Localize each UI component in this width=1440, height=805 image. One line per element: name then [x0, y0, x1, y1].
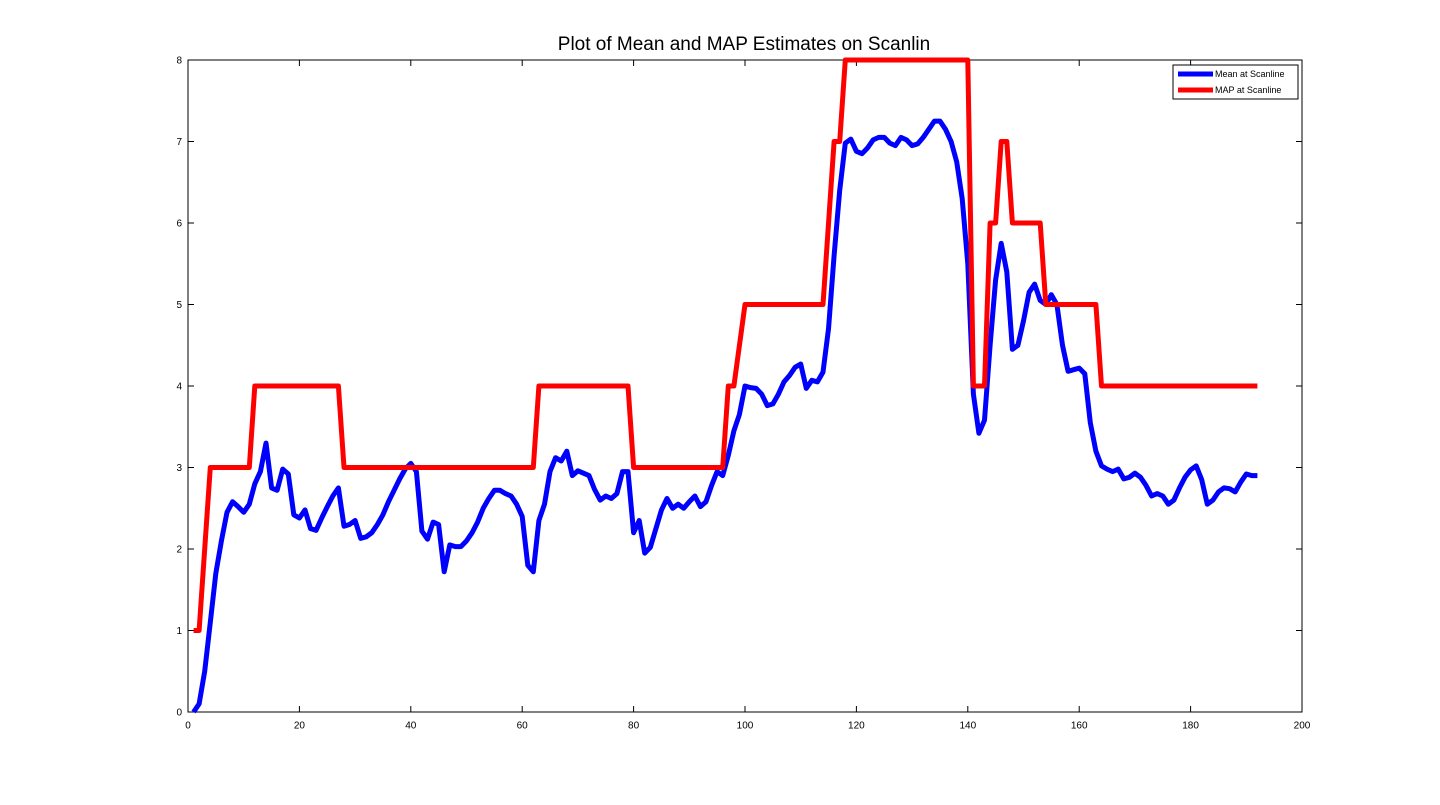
- x-tick-label: 100: [737, 720, 754, 731]
- y-tick-label: 4: [176, 382, 182, 393]
- legend-label-mean-at-scanline: Mean at Scanline: [1215, 69, 1285, 79]
- legend: Mean at Scanline MAP at Scanline: [1172, 64, 1299, 100]
- x-tick-label: 200: [1294, 720, 1311, 731]
- x-tick-label: 180: [1182, 720, 1199, 731]
- x-tick-label: 140: [959, 720, 976, 731]
- series-line-mean-at-scanline: [191, 118, 1258, 714]
- y-tick-label: 1: [176, 626, 182, 637]
- series-lines: [191, 57, 1258, 714]
- x-tick-label: 20: [294, 720, 306, 731]
- x-tick-label: 60: [517, 720, 529, 731]
- y-tick-label: 2: [176, 545, 182, 556]
- y-tick-label: 8: [176, 56, 182, 67]
- axes: 0 20 40 60 80 100 120 140 160 180 200 0 1 2 3 4 5 6 7 8: [176, 56, 1310, 732]
- x-tick-label: 0: [185, 720, 191, 731]
- y-tick-label: 7: [176, 137, 182, 148]
- x-tick-label: 40: [405, 720, 417, 731]
- legend-label-map-at-scanline: MAP at Scanline: [1215, 85, 1281, 95]
- x-tick-label: 160: [1071, 720, 1088, 731]
- y-tick-label: 5: [176, 300, 182, 311]
- y-tick-label: 3: [176, 463, 182, 474]
- y-tick-label: 0: [176, 708, 182, 719]
- x-tick-label: 120: [848, 720, 865, 731]
- chart-title: Plot of Mean and MAP Estimates on Scanli…: [558, 34, 930, 55]
- series-line-map-at-scanline: [193, 57, 1258, 633]
- x-tick-label: 80: [628, 720, 640, 731]
- legend-box: [1172, 64, 1299, 100]
- y-tick-label: 6: [176, 219, 182, 230]
